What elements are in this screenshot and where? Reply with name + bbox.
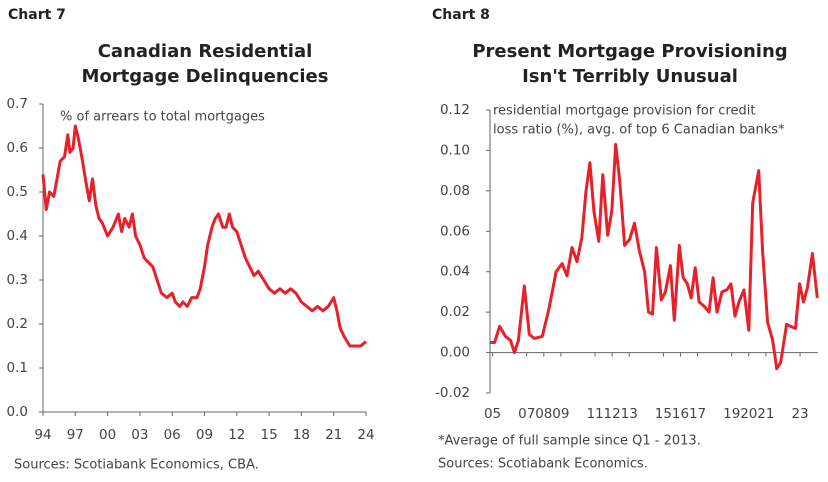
y-tick-label: 0.10 <box>440 142 470 158</box>
annotation: residential mortgage provision for credi… <box>493 104 755 119</box>
x-tick-label: 23 <box>791 406 808 422</box>
x-tick-label: 20 <box>740 406 757 422</box>
y-tick-label: 0.06 <box>440 223 470 239</box>
x-tick-label: 07 <box>518 406 535 422</box>
y-tick-label: 0.00 <box>440 345 470 361</box>
x-tick-label: 03 <box>131 427 148 443</box>
data-line <box>490 142 819 371</box>
y-tick-label: 0.7 <box>7 96 28 112</box>
data-line <box>41 124 367 348</box>
x-tick-label: 15 <box>655 406 672 422</box>
x-tick-label: 17 <box>689 406 706 422</box>
chart-title: Mortgage Delinquencies <box>82 66 329 87</box>
x-tick-label: 06 <box>164 427 181 443</box>
x-tick-label: 21 <box>757 406 774 422</box>
x-tick-label: 08 <box>535 406 552 422</box>
x-tick-label: 09 <box>196 427 213 443</box>
y-tick-label: 0.02 <box>440 304 470 320</box>
x-tick-label: 24 <box>357 427 374 443</box>
x-tick-label: 11 <box>586 406 603 422</box>
annotation: % of arrears to total mortgages <box>60 110 265 125</box>
y-tick-label: 0.04 <box>440 264 470 280</box>
y-tick-label: 0.0 <box>7 404 28 420</box>
y-tick-label: -0.02 <box>435 385 470 401</box>
x-tick-label: 18 <box>293 427 310 443</box>
x-tick-label: 94 <box>34 427 51 443</box>
footnote: *Average of full sample since Q1 - 2013. <box>438 434 701 449</box>
x-tick-label: 15 <box>261 427 278 443</box>
x-tick-label: 13 <box>621 406 638 422</box>
chart-title: Isn't Terribly Unusual <box>522 66 738 87</box>
x-tick-label: 12 <box>228 427 245 443</box>
y-tick-label: 0.12 <box>440 102 470 118</box>
footnote: Sources: Scotiabank Economics, CBA. <box>14 458 259 473</box>
annotation: loss ratio (%), avg. of top 6 Canadian b… <box>493 123 785 138</box>
x-tick-label: 00 <box>99 427 116 443</box>
chart-title: Canadian Residential <box>98 41 313 62</box>
y-tick-label: 0.1 <box>7 360 28 376</box>
y-tick-label: 0.5 <box>7 184 28 200</box>
chart-label: Chart 8 <box>432 7 490 23</box>
chart-label: Chart 7 <box>8 7 66 23</box>
x-tick-label: 97 <box>67 427 84 443</box>
y-tick-label: 0.3 <box>7 272 28 288</box>
x-tick-label: 19 <box>723 406 740 422</box>
x-tick-label: 09 <box>552 406 569 422</box>
footnote: Sources: Scotiabank Economics. <box>438 457 648 472</box>
y-tick-label: 0.4 <box>7 228 28 244</box>
y-tick-label: 0.08 <box>440 183 470 199</box>
y-tick-label: 0.2 <box>7 316 28 332</box>
y-tick-label: 0.6 <box>7 140 28 156</box>
x-tick-label: 21 <box>325 427 342 443</box>
x-tick-label: 05 <box>484 406 501 422</box>
x-tick-label: 12 <box>604 406 621 422</box>
chart-title: Present Mortgage Provisioning <box>472 41 787 62</box>
x-tick-label: 16 <box>672 406 689 422</box>
